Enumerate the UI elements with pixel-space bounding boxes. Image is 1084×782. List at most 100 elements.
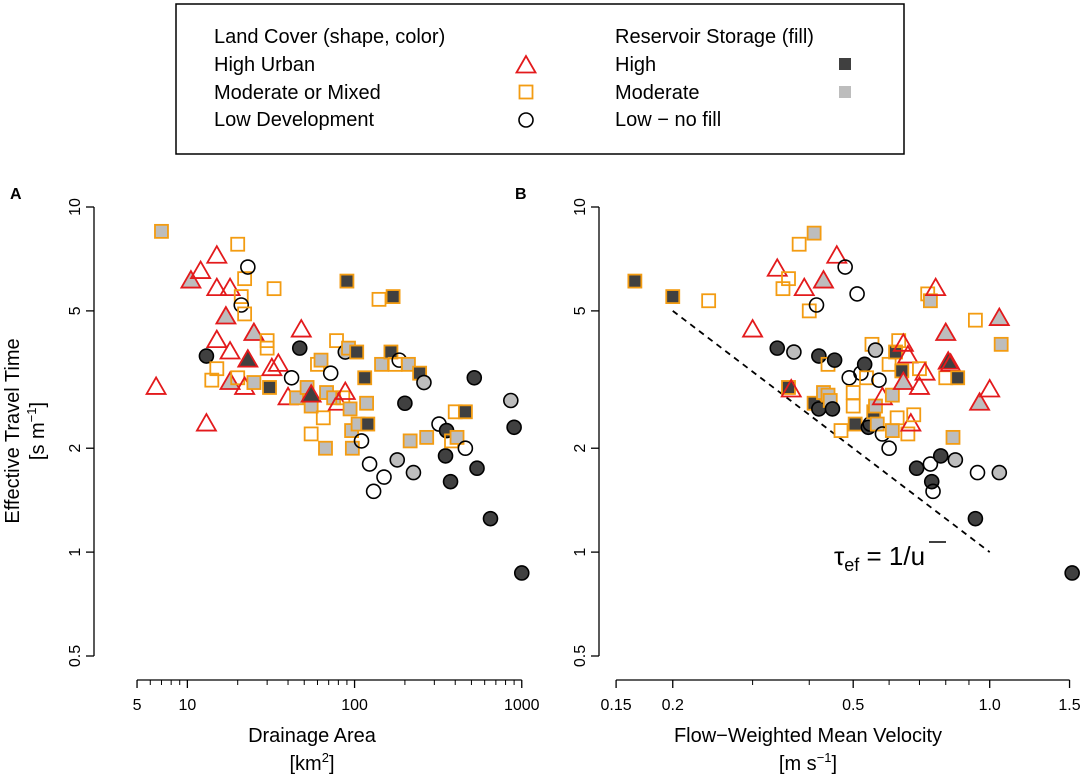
point-moderate-none (329, 333, 344, 349)
point-urban-high (937, 350, 960, 370)
point-urban-none (924, 276, 947, 297)
point-low-moderate (389, 452, 406, 468)
y-tick-label: 1 (572, 548, 589, 557)
point-low-none (837, 259, 853, 275)
y-tick-label: 2 (572, 444, 589, 453)
point-urban-moderate (934, 321, 957, 341)
point-moderate-moderate (945, 429, 961, 445)
point-urban-moderate (242, 321, 265, 341)
point-urban-none (908, 375, 931, 395)
panel-b-points (627, 225, 1080, 581)
legend-landcover-symbols (514, 54, 538, 128)
point-moderate-moderate (154, 223, 169, 239)
point-urban-none (205, 276, 228, 297)
x-tick-label: 1.5 (1058, 697, 1080, 714)
point-moderate-none (303, 426, 319, 442)
point-moderate-none (845, 398, 861, 414)
point-low-moderate (503, 392, 519, 409)
point-low-high (824, 401, 841, 417)
point-low-moderate (416, 374, 432, 391)
point-low-none (233, 297, 250, 313)
legend-symbol-circle (518, 112, 534, 128)
panel-a-letter: A (10, 186, 22, 203)
point-urban-moderate (179, 269, 202, 289)
point-urban-moderate (214, 305, 237, 325)
point-moderate-none (233, 289, 249, 305)
panel-a-axes: 0.5 1 2 5 10 5 10 100 1000 (67, 198, 540, 714)
point-moderate-moderate (342, 401, 358, 417)
reference-equation: τef = 1/u (834, 541, 946, 575)
point-moderate-none (906, 407, 922, 423)
point-urban-moderate (812, 269, 835, 289)
point-urban-none (260, 356, 283, 377)
point-urban-none (290, 318, 313, 338)
point-low-none (849, 286, 865, 302)
point-moderate-high (847, 416, 863, 432)
legend-symbol-square (518, 84, 534, 100)
legend-label-high-urban: High Urban (214, 54, 315, 76)
point-urban-none (334, 380, 357, 400)
x-tick-label: 0.15 (601, 697, 632, 714)
point-moderate-moderate (402, 433, 418, 449)
legend-fill-swatch (839, 86, 851, 98)
point-moderate-moderate (922, 293, 938, 309)
point-moderate-none (266, 281, 282, 297)
legend-right-title: Reservoir Storage (fill) (615, 26, 814, 48)
point-low-high (923, 473, 940, 490)
x-tick-label: 1000 (504, 697, 540, 714)
panel-a-x-title-line1: Drainage Area (248, 725, 377, 747)
point-moderate-moderate (344, 440, 360, 456)
panel-a-points (145, 223, 530, 581)
point-urban-none (780, 378, 803, 398)
point-urban-none (766, 257, 789, 277)
panel-b-letter: B (515, 186, 527, 203)
point-moderate-none (900, 426, 916, 442)
point-moderate-moderate (246, 375, 262, 390)
y-tick-label: 10 (67, 198, 84, 216)
point-moderate-high (457, 404, 473, 420)
point-urban-none (267, 352, 290, 372)
point-low-none (922, 456, 939, 472)
point-moderate-moderate (806, 225, 822, 241)
legend-label-storage-low: Low − no fill (615, 109, 721, 131)
y-tick-label: 5 (572, 306, 589, 315)
point-moderate-high (950, 370, 966, 386)
legend-label-storage-high: High (615, 54, 656, 76)
point-urban-none (793, 276, 816, 297)
point-low-none (881, 440, 897, 457)
point-moderate-high (665, 289, 681, 305)
point-low-high (482, 510, 499, 527)
point-low-none (808, 297, 825, 313)
point-urban-none (892, 332, 915, 352)
panel-a-x-title-line2: [km2] (289, 750, 334, 775)
point-moderate-moderate (884, 387, 900, 403)
point-low-high (198, 348, 215, 364)
point-low-none (457, 440, 474, 457)
point-moderate-none (781, 271, 796, 287)
point-urban-none (899, 412, 922, 432)
y-tick-label: 2 (67, 444, 84, 453)
point-low-none (871, 372, 887, 388)
point-low-none (376, 469, 392, 485)
legend: Land Cover (shape, color) High Urban Mod… (175, 3, 905, 155)
point-urban-high (300, 383, 323, 403)
point-low-none (365, 483, 382, 500)
legend-label-storage-moderate: Moderate (615, 82, 700, 104)
point-low-none (240, 259, 256, 275)
point-low-high (1064, 565, 1080, 581)
point-urban-none (195, 412, 218, 432)
point-low-high (291, 340, 308, 356)
y-tick-label: 10 (572, 198, 589, 216)
point-moderate-high (349, 344, 365, 360)
point-moderate-high (357, 370, 373, 386)
point-low-high (856, 356, 873, 373)
point-moderate-moderate (993, 336, 1009, 352)
y-axis-title-line1: Effective Travel Time (2, 338, 24, 523)
point-low-none (969, 464, 986, 481)
point-low-high (826, 352, 843, 368)
point-low-high (437, 448, 454, 464)
legend-storage-symbols (839, 58, 851, 98)
point-moderate-none (315, 410, 331, 426)
point-low-high (769, 340, 786, 356)
